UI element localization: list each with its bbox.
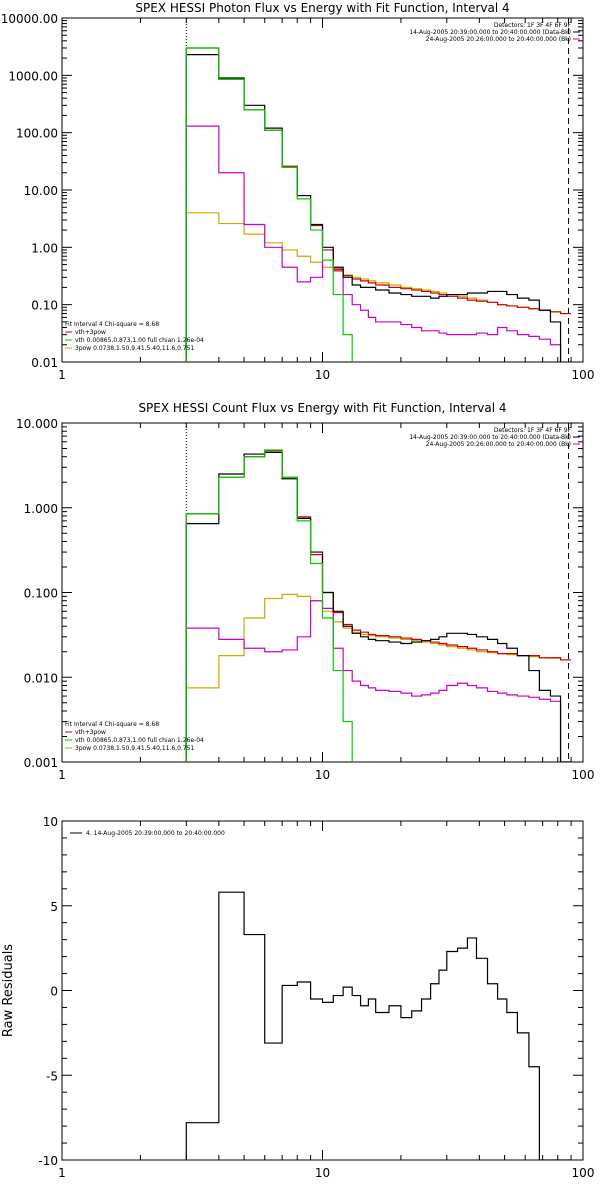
series-group [185,47,572,362]
y-tick-label: -5 [46,1069,58,1083]
x-tick-label: 10 [315,368,330,382]
x-tick-label: 1 [58,368,66,382]
x-tick-label: 10 [315,1166,330,1180]
legend-entry: vth+3pow [75,729,106,736]
plot-frame [61,17,584,363]
y-tick-label: 1000.00 [8,69,58,83]
legend-entry: vth 0.00865,0.873,1.00 full chian 1.26e-… [75,337,204,344]
y-tick-label: 5 [50,900,58,914]
x-tick-label: 1 [58,1166,66,1180]
y-tick-label: 0.10 [31,299,58,313]
series-bk-line [185,600,572,762]
y-tick-label: 1.00 [31,241,58,255]
chart-title: SPEX HESSI Photon Flux vs Energy with Fi… [135,1,509,15]
plot-frame [61,820,584,1161]
series-data-line [185,451,572,762]
y-tick-label: 100.00 [16,127,58,141]
y-tick-label: 1.000 [24,502,58,516]
series-group [185,449,572,762]
series-bk-line [185,125,562,362]
x-tick-label: 100 [572,768,595,782]
info-line: 24-Aug-2005 20:26:00.000 to 20:40:00.000… [426,441,571,448]
y-axis-label: Raw Residuals [1,944,16,1037]
info-line: 14-Aug-2005 20:39:00.000 to 20:40:00.000… [409,434,571,441]
series-pow-line [185,593,572,762]
info-line: 24-Aug-2005 20:26:00.000 to 20:40:00.000… [426,36,571,43]
x-tick-label: 100 [572,368,595,382]
series-pow-line [185,212,572,362]
series-group [185,891,572,1160]
y-tick-label: 10 [43,815,58,829]
chart-title: SPEX HESSI Count Flux vs Energy with Fit… [138,401,506,415]
y-tick-label: 10.000 [16,417,58,431]
info-line: Detectors: 1F 3F 4F 6F 9F [494,427,572,434]
info-line: 14-Aug-2005 20:39:00.000 to 20:40:00.000… [409,29,571,36]
info-line: Detectors: 1F 3F 4F 6F 9F [494,22,572,29]
series-residuals-line [185,891,572,1160]
y-tick-label: 0.01 [31,356,58,370]
x-tick-label: 10 [315,768,330,782]
residuals-panel: 1 10 100 -10 -5 0 5 10 Raw Residuals 4. 14-Aug-20… [1,815,594,1180]
legend-entry: vth 0.00865,0.873,1.00 full chian 1.26e-… [75,737,204,744]
series-vth-line [185,449,353,762]
y-tick-label: 0.010 [24,671,58,685]
y-tick-label: 0 [50,985,58,999]
legend-entry: Fit Interval 4 Chi-square = 8.68 [65,321,159,328]
count-flux-panel: SPEX HESSI Count Flux vs Energy with Fit… [16,401,595,782]
y-tick-label: 10000.00 [1,12,58,26]
x-tick-label: 1 [58,768,66,782]
legend-entry: 3pow 0.0738,1.50,9.41,5.40,11.6,0.751 [75,745,194,752]
photon-flux-panel: SPEX HESSI Photon Flux vs Energy with Fi… [1,1,595,382]
legend-entry: 4. 14-Aug-2005 20:39:00.000 to 20:40:00.… [86,830,225,837]
series-total-line [185,450,572,762]
y-tick-label: 0.001 [24,756,58,770]
x-tick-label: 100 [572,1166,595,1180]
legend-entry: vth+3pow [75,329,106,336]
legend-entry: 3pow 0.0738,1.50,9.41,5.40,11.6,0.751 [75,345,194,352]
series-vth-line [185,47,353,362]
legend-entry: Fit Interval 4 Chi-square = 8.68 [65,721,159,728]
y-tick-label: 0.100 [24,587,58,601]
y-tick-label: 10.00 [24,184,58,198]
y-tick-label: -10 [38,1154,58,1168]
